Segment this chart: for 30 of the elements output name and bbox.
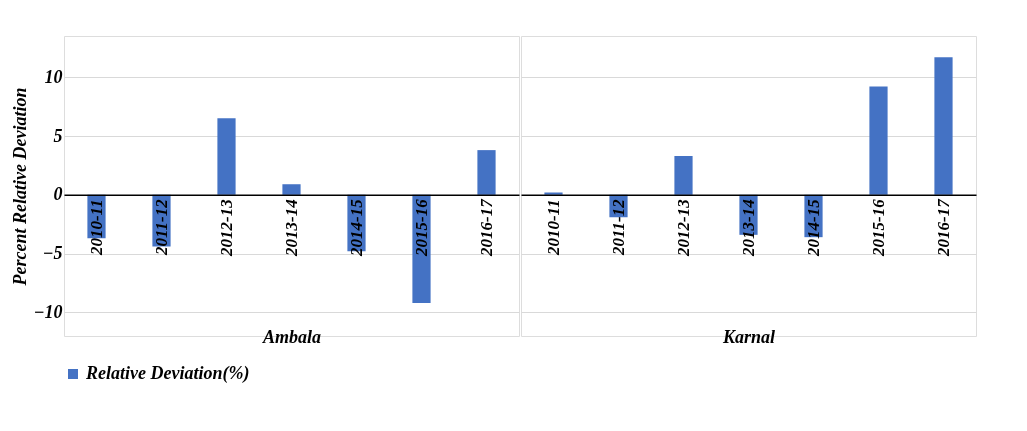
x-tick-label: 2010-11 — [86, 199, 106, 257]
bar — [674, 156, 693, 195]
x-tick-label: 2011-12 — [608, 198, 628, 257]
legend-label: Relative Deviation(%) — [85, 363, 250, 384]
bar — [477, 150, 496, 195]
y-tick-label: 10 — [44, 66, 63, 87]
x-tick-label: 2016-17 — [933, 197, 953, 257]
x-tick-label: 2014-15 — [803, 198, 823, 257]
x-tick-label: 2010-11 — [543, 199, 563, 257]
bar — [217, 118, 236, 195]
y-tick-label: 5 — [53, 125, 63, 146]
x-tick-label: 2012-13 — [216, 198, 236, 257]
y-tick-label: −5 — [42, 243, 63, 264]
x-tick-label: 2013-14 — [281, 199, 301, 257]
bar — [869, 86, 888, 195]
y-tick-label: −10 — [33, 301, 63, 322]
x-tick-label: 2013-14 — [738, 199, 758, 257]
bar — [934, 57, 953, 195]
y-axis-title: Percent Relative Deviation — [9, 87, 30, 287]
x-tick-label: 2014-15 — [346, 198, 366, 257]
bar — [282, 184, 301, 195]
x-tick-label: 2015-16 — [411, 198, 431, 257]
x-tick-label: 2012-13 — [673, 198, 693, 257]
x-axis-title: Ambala — [261, 326, 322, 347]
x-tick-label: 2015-16 — [868, 198, 888, 257]
x-axis-title: Karnal — [721, 326, 776, 347]
bar — [544, 192, 563, 195]
x-tick-label: 2011-12 — [151, 198, 171, 257]
x-tick-label: 2016-17 — [476, 197, 496, 257]
y-tick-label: 0 — [53, 184, 63, 205]
